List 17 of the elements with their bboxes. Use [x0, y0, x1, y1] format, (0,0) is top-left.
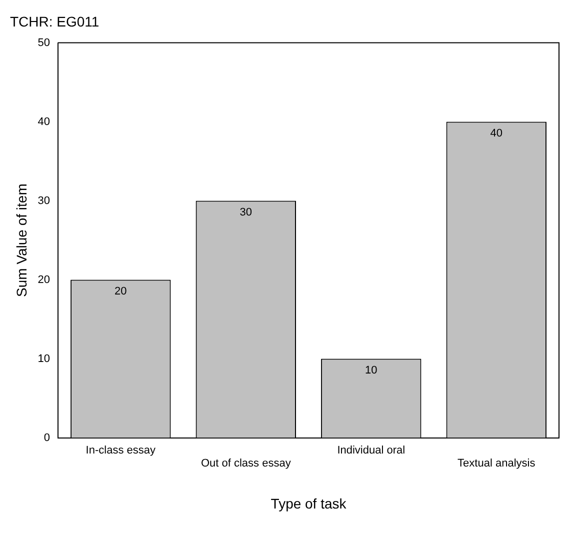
y-tick-label: 20: [38, 274, 50, 286]
y-tick-label: 30: [38, 194, 50, 207]
y-tick-label: 50: [38, 36, 50, 49]
data-label: 20: [114, 285, 127, 298]
x-axis-title: Type of task: [270, 495, 348, 512]
chart-title: TCHR: EG011: [10, 13, 100, 30]
x-tick-label: Out of class essay: [200, 458, 292, 470]
y-axis-title: Sum Value of item: [13, 184, 30, 297]
data-label: 10: [365, 364, 378, 376]
x-tick-label: Individual oral: [337, 444, 406, 456]
x-tick-label: In-class essay: [86, 444, 156, 456]
x-tick-label: Textual analysis: [458, 458, 536, 470]
data-label: 40: [490, 127, 503, 140]
y-tick-label: 0: [44, 432, 50, 444]
data-label: 30: [240, 206, 252, 218]
y-tick-label: 40: [38, 116, 50, 128]
y-tick-label: 10: [38, 352, 50, 365]
